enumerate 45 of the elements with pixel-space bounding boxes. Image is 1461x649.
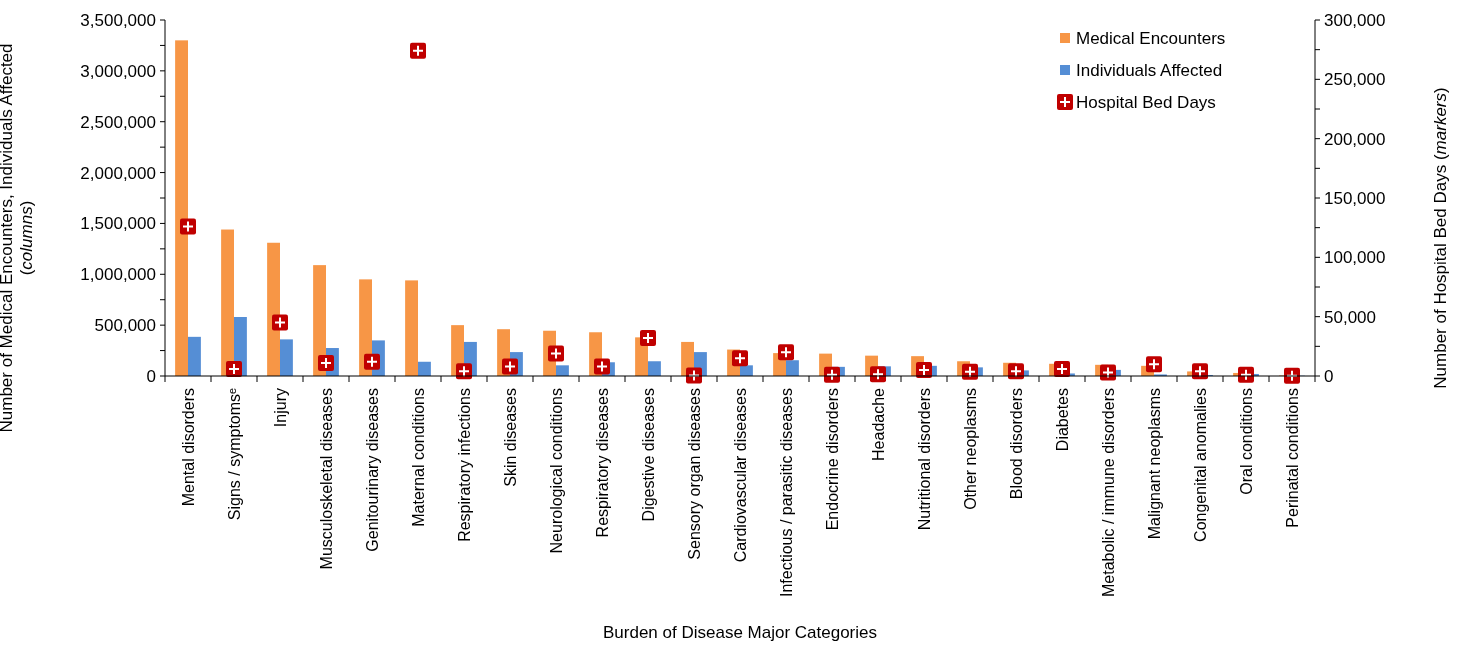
x-tick-label: Blood disorders — [1008, 388, 1025, 500]
y-tick-label: 3,500,000 — [80, 10, 156, 30]
x-tick-label: Malignant neoplasms — [1146, 388, 1163, 540]
x-tick-label: Headache — [870, 387, 887, 461]
x-tick-label: Musculoskeletal diseases — [318, 388, 335, 570]
legend-label: Hospital Bed Days — [1076, 92, 1216, 112]
x-tick-label: Respiratory infections — [456, 388, 473, 542]
x-tick-label: Endocrine disorders — [824, 388, 841, 531]
x-tick-label: Skin diseases — [502, 388, 519, 487]
y2-tick-label: 0 — [1324, 366, 1334, 386]
legend-label: Medical Encounters — [1076, 28, 1226, 48]
x-tick-label: Genitourinary diseases — [364, 388, 381, 552]
x-tick-label: Cardiovascular diseases — [732, 388, 749, 563]
y-tick-label: 1,500,000 — [80, 214, 156, 234]
x-tick-label: Signs / symptomsᵉ — [226, 387, 243, 521]
x-tick-label: Sensory organ diseases — [686, 388, 703, 560]
x-tick-label: Injury — [272, 388, 289, 428]
x-tick-label: Diabetes — [1054, 388, 1071, 452]
y2-tick-label: 150,000 — [1324, 188, 1386, 208]
y-tick-label: 1,000,000 — [80, 265, 156, 285]
y-tick-label: 0 — [146, 366, 156, 386]
x-tick-label: Metabolic / immune disorders — [1100, 388, 1117, 597]
y-tick-label: 500,000 — [94, 316, 156, 336]
y2-axis-title: Number of Hospital Bed Days (markers) — [1431, 87, 1450, 389]
x-tick-label: Congenital anomalies — [1192, 388, 1209, 542]
x-axis-title: Burden of Disease Major Categories — [602, 623, 878, 642]
x-tick-label: Other neoplasms — [962, 388, 979, 510]
x-tick-label: Respiratory diseases — [594, 388, 611, 538]
y2-tick-label: 300,000 — [1324, 10, 1386, 30]
x-tick-label: Neurological conditions — [548, 388, 565, 554]
x-tick-label: Perinatal conditions — [1284, 388, 1301, 528]
y-tick-label: 2,500,000 — [80, 112, 156, 132]
y2-tick-label: 100,000 — [1324, 248, 1386, 268]
y-tick-label: 3,000,000 — [80, 61, 156, 81]
y2-tick-label: 250,000 — [1324, 70, 1386, 90]
legend-label: Individuals Affected — [1076, 60, 1223, 80]
x-tick-label: Infectious / parasitic diseases — [778, 388, 795, 597]
y2-tick-label: 50,000 — [1324, 307, 1376, 327]
x-tick-label: Oral conditions — [1238, 388, 1255, 495]
x-tick-label: Mental disorders — [180, 388, 197, 507]
x-tick-label: Digestive diseases — [640, 388, 657, 522]
x-tick-label: Nutritional disorders — [916, 388, 933, 531]
y-tick-label: 2,000,000 — [80, 163, 156, 183]
x-tick-label: Maternal conditions — [410, 388, 427, 527]
y2-tick-label: 200,000 — [1324, 129, 1386, 149]
